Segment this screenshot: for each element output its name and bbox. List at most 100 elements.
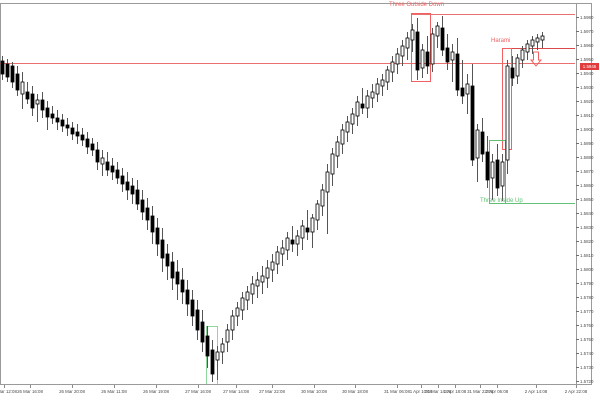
price-tick-mark (576, 185, 579, 187)
candle-body (275, 251, 280, 265)
candle-body (240, 297, 245, 311)
price-tick-label: 1.5970 (580, 29, 594, 34)
price-tick: 1.5820 (576, 238, 600, 245)
candle-body (65, 124, 70, 129)
time-tick-label: 31 Mar 14:08 (425, 389, 451, 394)
price-tick-label: 1.5740 (580, 351, 594, 356)
candle-body (130, 185, 135, 195)
candle-body (155, 227, 160, 245)
down-arrow-icon (529, 51, 543, 67)
candle-body (310, 217, 315, 233)
price-tick-mark (576, 171, 579, 173)
time-tick-mark (72, 385, 73, 388)
price-tick: 1.5970 (576, 28, 600, 35)
candle-body (120, 175, 125, 185)
candle-body (5, 63, 10, 78)
candle-body (95, 149, 100, 163)
price-tick: 1.5910 (576, 112, 600, 119)
candle-body (505, 65, 510, 161)
annotation-three-inside-up: Three Inside Up (480, 198, 523, 204)
candle-body (25, 91, 30, 100)
candle-body (470, 85, 475, 161)
time-tick-label: 26 Mar 19:08 (143, 389, 169, 394)
time-tick-label: 27 Mar 14:08 (223, 389, 249, 394)
candle-body (350, 113, 355, 125)
time-tick-mark (272, 385, 273, 388)
price-tick-mark (576, 59, 579, 61)
price-tick-mark (576, 367, 579, 369)
price-tick: 1.5930 (576, 84, 600, 91)
price-tick-mark (576, 213, 579, 215)
candle-body (380, 79, 385, 87)
price-tick-label: 1.5910 (580, 113, 594, 118)
candle-body (520, 49, 525, 61)
price-axis-line (576, 3, 577, 385)
price-tick-mark (576, 115, 579, 117)
candle-body (200, 321, 205, 343)
price-tick-label: 1.5900 (580, 127, 594, 132)
price-tick: 1.5960 (576, 42, 600, 49)
candle-body (465, 83, 470, 95)
candle-body (420, 49, 425, 69)
price-tick-label: 1.5860 (580, 183, 594, 188)
candle-body (20, 81, 25, 95)
price-tick: 1.5950 (576, 56, 600, 63)
price-tick-mark (576, 157, 579, 159)
candle-body (220, 343, 225, 353)
time-tick-label: 1 Apr 18:08 (443, 389, 467, 394)
price-tick-label: 1.5890 (580, 141, 594, 146)
price-tick: 1.5860 (576, 182, 600, 189)
candle-body (55, 117, 60, 123)
price-tick-mark (576, 353, 579, 355)
candle-body (195, 309, 200, 331)
candle-body (340, 129, 345, 145)
price-tick-mark (576, 101, 579, 103)
candle-body (0, 60, 5, 75)
price-tick: 1.5800 (576, 266, 600, 273)
time-tick-mark (438, 385, 439, 388)
candle-body (175, 271, 180, 285)
price-tick-label: 1.5750 (580, 337, 594, 342)
candle-body (325, 171, 330, 193)
price-tick: 1.5830 (576, 224, 600, 231)
price-tick: 1.5850 (576, 196, 600, 203)
candle-body (145, 207, 150, 221)
price-tick: 1.5720 (576, 378, 600, 385)
candle-body (80, 134, 85, 141)
time-tick-label: 26 Mar 16:08 (17, 389, 43, 394)
candle-body (245, 291, 250, 301)
candle-body (330, 153, 335, 175)
chart-plot-area[interactable] (0, 4, 575, 384)
candle-body (40, 99, 45, 111)
price-tick-mark (576, 381, 579, 383)
price-tick: 1.5740 (576, 350, 600, 357)
price-tick-label: 1.5930 (580, 85, 594, 90)
time-tick-label: 2 Apr 06:08 (485, 389, 509, 394)
candle-body (160, 239, 165, 259)
time-tick-label: 27 Mar 16:08 (185, 389, 211, 394)
candle-body (410, 29, 415, 41)
price-tick: 1.5730 (576, 364, 600, 371)
candle-body (35, 99, 40, 105)
price-tick: 1.5940 (576, 70, 600, 77)
candle-body (135, 189, 140, 205)
candle-body (495, 159, 500, 189)
pattern-box (411, 13, 431, 82)
candle-body (190, 299, 195, 317)
candle-body (455, 53, 460, 91)
time-tick-mark (421, 385, 422, 388)
candle-body (385, 69, 390, 83)
candle-body (360, 103, 365, 109)
candle-body (215, 351, 220, 361)
candle-body (115, 169, 120, 179)
price-tick-label: 1.5810 (580, 253, 594, 258)
price-tick: 1.5890 (576, 140, 600, 147)
price-axis[interactable]: 1.5980 1.5970 1.5960 1.5950 1.5940 1.5930 1.59… (576, 3, 600, 385)
candle-body (125, 181, 130, 191)
candle-body (50, 113, 55, 119)
candle-body (185, 289, 190, 305)
candle-body (140, 199, 145, 213)
price-tick-mark (576, 87, 579, 89)
